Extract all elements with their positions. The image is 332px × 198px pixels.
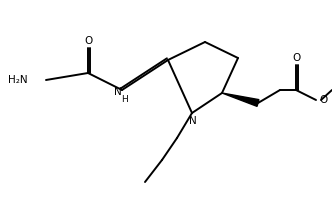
Text: O: O bbox=[293, 53, 301, 63]
Text: N: N bbox=[114, 87, 122, 97]
Text: O: O bbox=[320, 95, 328, 105]
Text: H: H bbox=[122, 94, 128, 104]
Text: O: O bbox=[84, 36, 92, 46]
Text: N: N bbox=[189, 116, 197, 126]
Text: H₂N: H₂N bbox=[8, 75, 28, 85]
Polygon shape bbox=[222, 93, 259, 106]
